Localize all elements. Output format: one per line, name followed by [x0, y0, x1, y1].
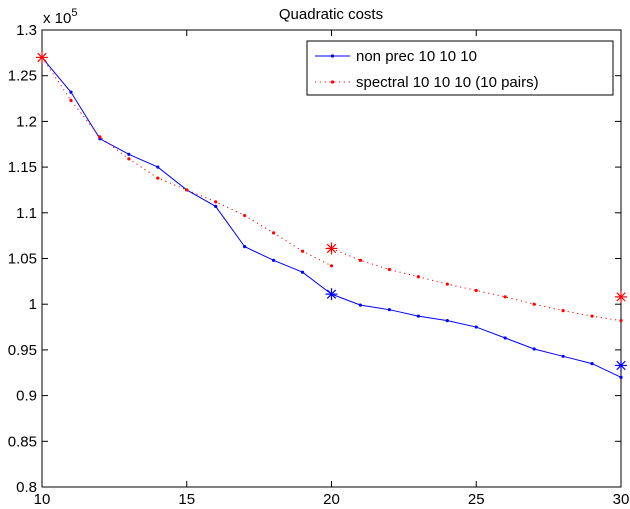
star-marker	[325, 288, 338, 301]
data-point	[156, 176, 160, 180]
y-multiplier: x 105	[43, 7, 77, 27]
data-point	[474, 325, 478, 329]
data-point	[243, 245, 247, 249]
data-point	[445, 282, 449, 286]
marker-layer	[36, 51, 627, 372]
data-point	[619, 375, 623, 379]
data-point	[127, 157, 131, 161]
y-tick-label: 0.9	[16, 388, 37, 405]
plot-area	[41, 29, 622, 488]
data-point	[416, 314, 420, 318]
x-tick-label: 25	[468, 491, 485, 508]
data-point	[300, 249, 305, 253]
star-marker-stroke	[616, 360, 626, 371]
data-point	[185, 188, 189, 192]
y-multiplier-exponent: 5	[71, 7, 77, 19]
star-marker	[36, 51, 48, 64]
data-point	[98, 135, 102, 139]
data-point	[387, 308, 391, 312]
data-point	[214, 200, 218, 204]
star-marker-stroke	[326, 289, 337, 299]
data-point	[156, 165, 160, 169]
y-tick-label: 1.15	[8, 159, 37, 176]
data-point	[214, 204, 218, 209]
axes-layer: 10 15 20 25 30 0.8 0.85 0.9 0.95 1 1.05 1.1 1.15 1.2 1…	[8, 22, 630, 508]
y-tick-label: 1.3	[16, 22, 37, 39]
data-point	[243, 213, 247, 218]
data-point	[69, 98, 73, 102]
legend-box	[306, 40, 614, 96]
data-point	[619, 319, 623, 323]
legend: non prec 10 10 10 spectral 10 10 10 (10 p…	[306, 40, 614, 96]
data-point	[503, 295, 507, 299]
y-tick-label: 0.95	[8, 342, 37, 359]
x-tick-label: 15	[178, 491, 195, 508]
x-tick-label: 10	[34, 491, 51, 508]
data-point	[474, 288, 478, 293]
data-point	[445, 319, 449, 323]
y-tick-label: 0.85	[8, 433, 37, 450]
data-point	[358, 303, 363, 307]
x-tick-label: 20	[323, 491, 340, 508]
star-marker	[615, 290, 627, 303]
data-point	[127, 152, 131, 156]
data-point	[69, 90, 73, 94]
y-tick-label: 1.25	[8, 68, 37, 85]
star-marker-stroke	[37, 52, 47, 63]
data-point	[416, 275, 420, 279]
series-layer	[40, 55, 623, 379]
data-point	[532, 302, 536, 306]
star-marker	[325, 242, 338, 255]
data-point	[561, 308, 565, 313]
chart-title: Quadratic costs	[279, 6, 383, 23]
data-point	[503, 336, 507, 340]
data-point	[561, 354, 565, 358]
star-marker-stroke	[326, 243, 337, 254]
star-marker	[615, 359, 627, 372]
y-tick-label: 1.05	[8, 251, 37, 268]
data-point	[590, 362, 594, 366]
data-point	[590, 314, 594, 318]
legend-marker-1	[330, 80, 335, 84]
star-marker-stroke	[616, 292, 626, 302]
data-point	[329, 264, 334, 268]
legend-label: spectral 10 10 10 (10 pairs)	[356, 74, 539, 91]
data-point	[272, 231, 276, 235]
data-point	[272, 258, 276, 262]
legend-marker-0	[330, 54, 335, 58]
data-point	[358, 258, 363, 262]
series-line-3	[331, 247, 622, 322]
data-point	[387, 267, 391, 272]
y-tick-label: 0.8	[16, 479, 37, 496]
x-tick-label: 30	[613, 491, 630, 508]
data-point	[300, 270, 305, 274]
y-multiplier-base: x 10	[43, 10, 71, 27]
data-point	[532, 347, 536, 351]
y-tick-label: 1.2	[16, 113, 37, 130]
legend-label: non prec 10 10 10	[356, 48, 477, 65]
y-tick-label: 1	[29, 296, 37, 313]
y-tick-label: 1.1	[16, 205, 37, 222]
